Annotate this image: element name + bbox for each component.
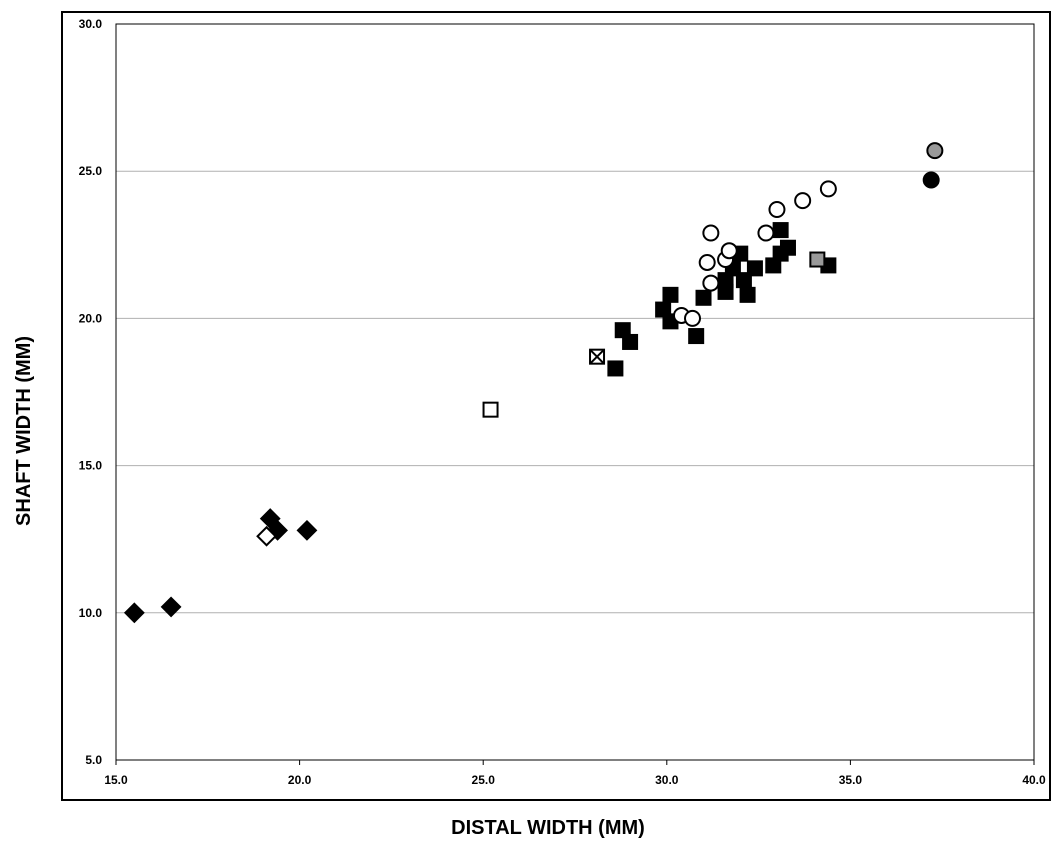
circle-marker-white xyxy=(757,224,775,242)
y-tick-label: 30.0 xyxy=(79,17,103,31)
y-tick-label: 5.0 xyxy=(85,753,102,767)
circle-marker-white xyxy=(698,253,716,271)
x-tick-label: 20.0 xyxy=(288,773,312,787)
circle-marker-white xyxy=(702,224,720,242)
square-marker-black xyxy=(695,289,712,306)
circle-marker-white xyxy=(819,180,837,198)
circle-marker-black xyxy=(922,171,940,189)
circle-marker-white xyxy=(794,192,812,210)
chart-frame xyxy=(61,11,1051,801)
square-marker-black xyxy=(662,286,679,303)
y-axis-title: SHAFT WIDTH (MM) xyxy=(13,336,35,526)
x-axis-title: DISTAL WIDTH (MM) xyxy=(451,817,645,839)
square-marker-black xyxy=(746,260,763,277)
square-marker-black xyxy=(739,286,756,303)
x-tick-label: 15.0 xyxy=(104,773,128,787)
square-marker-black xyxy=(688,328,705,345)
circle-marker-white xyxy=(684,309,702,327)
x-tick-label: 35.0 xyxy=(839,773,863,787)
y-tick-label: 10.0 xyxy=(79,606,103,620)
circle-marker-gray xyxy=(926,142,944,160)
square-marker-black xyxy=(622,333,639,350)
plot-area-border xyxy=(115,23,1035,761)
square-marker-black xyxy=(772,222,789,239)
circle-marker-white xyxy=(768,200,786,218)
diamond-marker-black xyxy=(160,596,182,618)
y-tick-label: 15.0 xyxy=(79,459,103,473)
square-marker-black xyxy=(779,239,796,256)
y-tick-label: 25.0 xyxy=(79,164,103,178)
square-marker-black xyxy=(607,360,624,377)
x-tick-label: 30.0 xyxy=(655,773,679,787)
diamond-marker-black xyxy=(123,602,145,624)
square-marker-white xyxy=(482,401,499,418)
circle-marker-white xyxy=(702,274,720,292)
x-tick-label: 40.0 xyxy=(1022,773,1046,787)
x-tick-label: 25.0 xyxy=(472,773,496,787)
data-points xyxy=(123,142,944,624)
y-tick-label: 20.0 xyxy=(79,311,103,325)
axis-ticks: 5.0 10.0 15.0 20.0 25.0 30.0 15.0 20.0 25.0 30.0 3… xyxy=(79,17,1046,787)
diamond-marker-black xyxy=(296,519,318,541)
square-marker-gray xyxy=(809,251,826,268)
diamond-marker-white xyxy=(256,525,277,547)
square-marker-crossed xyxy=(589,348,606,365)
circle-marker-white xyxy=(720,242,738,260)
